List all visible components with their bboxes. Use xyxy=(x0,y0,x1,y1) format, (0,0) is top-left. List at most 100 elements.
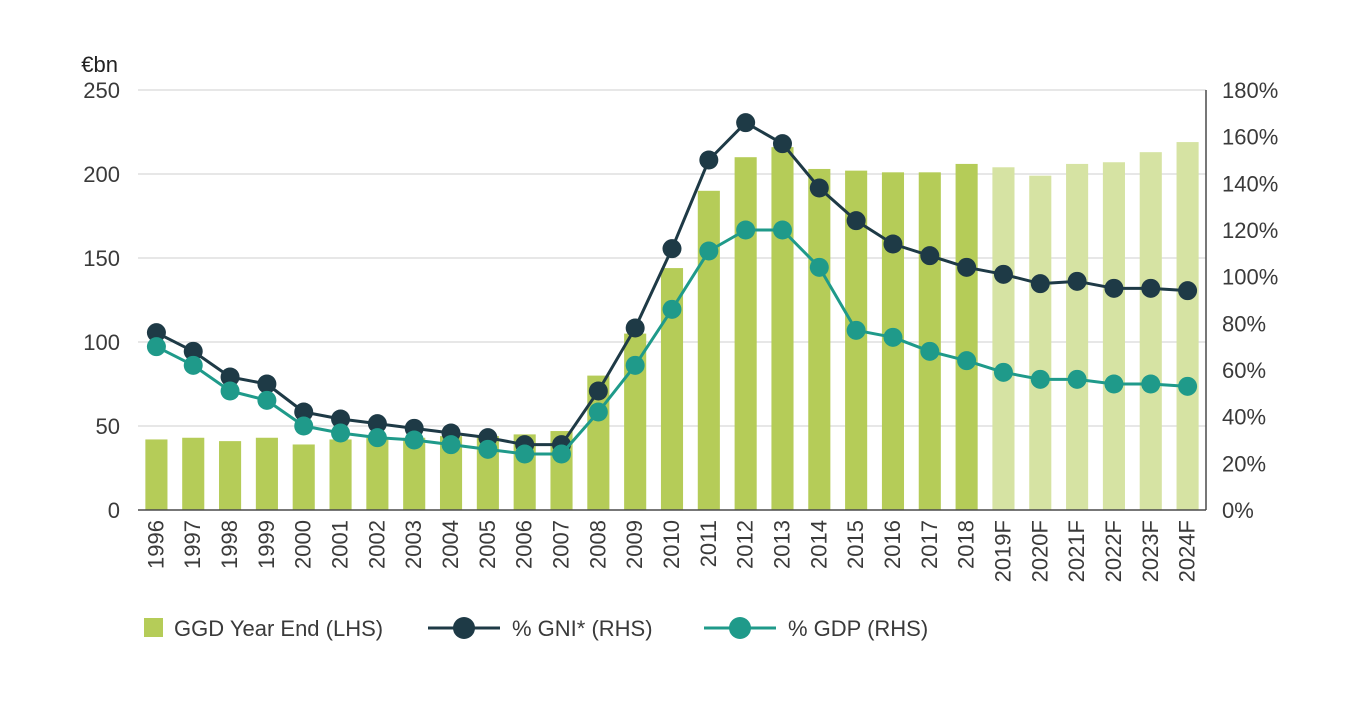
x-tick-label: 1998 xyxy=(217,520,242,569)
x-tick-label: 2012 xyxy=(733,520,758,569)
x-tick-label: 2001 xyxy=(328,520,353,569)
point--gdp-rhs-1998 xyxy=(220,381,240,401)
x-tick-label: 2019F xyxy=(990,520,1015,582)
right-tick-label: 180% xyxy=(1222,78,1278,103)
point--gdp-rhs-2020F xyxy=(1030,369,1050,389)
axis-labels: 0 50 100 150 200 250 0% 20% 40% 60% 80% 100% 120% 140… xyxy=(83,78,1278,582)
legend-label-ggd: GGD Year End (LHS) xyxy=(174,616,383,641)
bar-ggd-2020F xyxy=(1029,175,1052,510)
point--gdp-rhs-2012 xyxy=(736,220,756,240)
point--gni-rhs-1998 xyxy=(220,367,240,387)
x-tick-label: 1996 xyxy=(143,520,168,569)
right-tick-label: 20% xyxy=(1222,451,1266,476)
point--gdp-rhs-2018 xyxy=(957,351,977,371)
x-tick-label: 2013 xyxy=(769,520,794,569)
bar-ggd-2002 xyxy=(366,437,389,510)
point--gdp-rhs-2009 xyxy=(625,355,645,375)
x-tick-label: 2010 xyxy=(659,520,684,569)
point--gni-rhs-2020F xyxy=(1030,274,1050,294)
point--gdp-rhs-2006 xyxy=(515,444,535,464)
axes xyxy=(138,90,1207,511)
right-tick-label: 140% xyxy=(1222,171,1278,196)
point--gdp-rhs-2011 xyxy=(699,241,719,261)
point--gni-rhs-2008 xyxy=(588,381,608,401)
point--gni-rhs-2022F xyxy=(1104,278,1124,298)
bar-ggd-2017 xyxy=(918,172,941,510)
point--gni-rhs-2013 xyxy=(772,134,792,154)
x-tick-label: 2021F xyxy=(1064,520,1089,582)
left-tick-label: 200 xyxy=(83,162,120,187)
point--gni-rhs-2010 xyxy=(662,239,682,259)
point--gdp-rhs-2010 xyxy=(662,299,682,319)
point--gni-rhs-2017 xyxy=(920,246,940,266)
point--gdp-rhs-2017 xyxy=(920,341,940,361)
point--gdp-rhs-2003 xyxy=(404,430,424,450)
legend-marker-gdp xyxy=(729,617,751,639)
x-tick-label: 2014 xyxy=(806,520,831,569)
point--gni-rhs-1999 xyxy=(257,374,277,394)
point--gdp-rhs-2007 xyxy=(552,444,572,464)
bar-ggd-2023F xyxy=(1139,152,1162,510)
x-tick-label: 2015 xyxy=(843,520,868,569)
point--gni-rhs-2000 xyxy=(294,402,314,422)
x-tick-label: 2008 xyxy=(585,520,610,569)
bar-ggd-2009 xyxy=(624,333,647,510)
bar-ggd-1997 xyxy=(182,437,205,510)
point--gni-rhs-2018 xyxy=(957,257,977,277)
bar-ggd-1999 xyxy=(255,437,278,510)
left-tick-label: 150 xyxy=(83,246,120,271)
bar-ggd-2024F xyxy=(1176,142,1199,510)
point--gni-rhs-2001 xyxy=(331,409,351,429)
x-tick-label: 2004 xyxy=(438,520,463,569)
point--gdp-rhs-2024F xyxy=(1178,376,1198,396)
point--gni-rhs-1996 xyxy=(146,323,166,343)
x-tick-label: 2009 xyxy=(622,520,647,569)
x-tick-label: 2011 xyxy=(696,520,721,567)
bar-ggd-2001 xyxy=(329,439,352,510)
point--gni-rhs-1997 xyxy=(183,341,203,361)
bar-ggd-2021F xyxy=(1066,163,1089,511)
legend-marker-gni xyxy=(453,617,475,639)
legend: GGD Year End (LHS) % GNI* (RHS) % GDP (RHS… xyxy=(144,616,928,641)
point--gni-rhs-2021F xyxy=(1067,271,1087,291)
point--gni-rhs-2009 xyxy=(625,318,645,338)
bar-ggd-2019F xyxy=(992,167,1015,510)
x-tick-label: 2022F xyxy=(1101,520,1126,582)
x-tick-label: 2018 xyxy=(954,520,979,569)
bar-ggd-2000 xyxy=(292,444,315,510)
point--gni-rhs-2011 xyxy=(699,150,719,170)
left-tick-label: 100 xyxy=(83,330,120,355)
bar-ggd-2013 xyxy=(771,147,794,510)
x-tick-label: 1999 xyxy=(254,520,279,569)
x-tick-label: 2020F xyxy=(1027,520,1052,582)
bar-ggd-2012 xyxy=(734,157,757,510)
point--gdp-rhs-2021F xyxy=(1067,369,1087,389)
point--gni-rhs-2002 xyxy=(367,414,387,434)
point--gni-rhs-2012 xyxy=(736,113,756,133)
point--gdp-rhs-2015 xyxy=(846,320,866,340)
x-tick-label: 2005 xyxy=(475,520,500,569)
point--gni-rhs-2019F xyxy=(993,264,1013,284)
x-tick-label: 2023F xyxy=(1138,520,1163,582)
point--gni-rhs-2014 xyxy=(809,178,829,198)
point--gdp-rhs-2016 xyxy=(883,327,903,347)
bar-ggd-2004 xyxy=(439,436,463,510)
right-tick-label: 120% xyxy=(1222,218,1278,243)
bar-ggd-2011 xyxy=(697,190,720,511)
x-tick-label: 2016 xyxy=(880,520,905,569)
point--gni-rhs-2024F xyxy=(1178,281,1198,301)
point--gdp-rhs-1997 xyxy=(183,355,203,375)
point--gni-rhs-2023F xyxy=(1141,278,1161,298)
right-tick-label: 160% xyxy=(1222,125,1278,150)
right-tick-label: 100% xyxy=(1222,265,1278,290)
point--gni-rhs-2015 xyxy=(846,211,866,231)
point--gdp-rhs-2005 xyxy=(478,439,498,459)
point--gdp-rhs-2008 xyxy=(588,402,608,422)
x-tick-label: 2024F xyxy=(1175,520,1200,582)
point--gni-rhs-2016 xyxy=(883,234,903,254)
bar-ggd-2018 xyxy=(955,163,978,511)
line-series xyxy=(146,113,1198,464)
left-tick-label: 250 xyxy=(83,78,120,103)
x-tick-label: 2006 xyxy=(512,520,537,569)
x-tick-label: 2003 xyxy=(401,520,426,569)
